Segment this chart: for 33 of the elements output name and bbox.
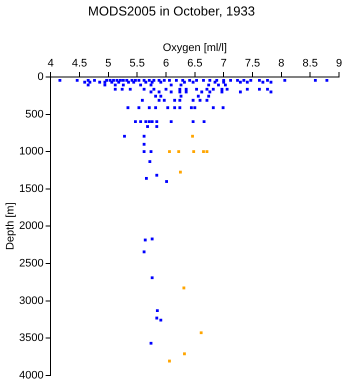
y-tick-label: 1500 [19, 182, 44, 195]
y-tick-label: 3500 [19, 332, 44, 344]
point [182, 286, 186, 290]
y-axis-title: Depth [m] [4, 202, 17, 250]
point [192, 150, 196, 154]
point [206, 150, 208, 154]
x-tick-label: 5.5 [130, 57, 145, 70]
y-tick-label: 0 [38, 71, 44, 84]
point [168, 150, 171, 154]
y-tick-label: 4000 [19, 369, 44, 382]
point [202, 150, 205, 154]
y-tick-label: 2500 [19, 258, 44, 270]
y-tick-label: 3000 [19, 294, 44, 307]
point [191, 134, 194, 138]
point [177, 150, 180, 154]
point [183, 352, 186, 356]
point [168, 360, 171, 362]
point [179, 170, 182, 174]
x-tick-label: 9 [336, 57, 342, 70]
x-tick-label: 8.5 [302, 57, 318, 70]
y-tick-label: 1000 [19, 146, 44, 158]
x-tick-label: 5 [105, 57, 112, 70]
x-tick-label: 4.5 [72, 57, 88, 70]
x-axis-title: Oxygen [ml/l] [162, 42, 227, 54]
y-tick-label: 500 [25, 108, 44, 120]
x-tick-label: 7 [220, 57, 227, 70]
chart-title: MODS2005 in October, 1933 [88, 3, 255, 18]
x-tick-label: 6.5 [187, 57, 202, 70]
x-tick-label: 7.5 [244, 57, 260, 70]
x-tick-label: 8 [278, 57, 284, 70]
x-tick-label: 6 [162, 57, 170, 70]
x-tick-label: 4 [48, 57, 54, 70]
y-tick-label: 2000 [19, 220, 44, 232]
